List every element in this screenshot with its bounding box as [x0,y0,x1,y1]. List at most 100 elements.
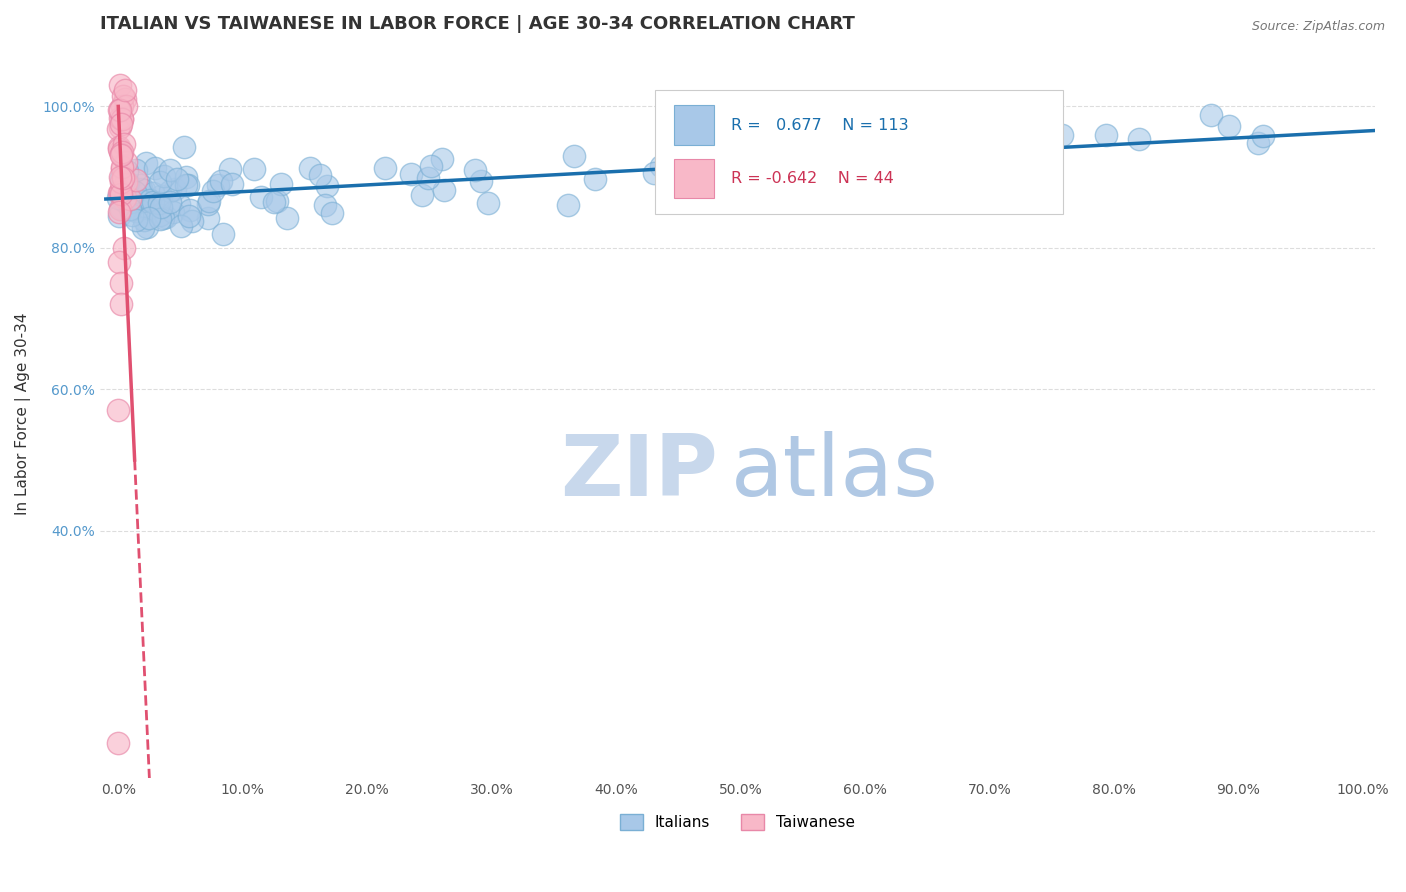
Point [129,182,152,196]
Point [107,736,129,750]
Point [108,112,131,126]
Point [181,214,204,228]
Point [420,159,443,173]
Point [132,220,155,235]
Point [114,99,136,113]
Text: R = -0.642    N = 44: R = -0.642 N = 44 [731,170,894,186]
FancyBboxPatch shape [673,159,714,198]
Point [1128,132,1150,146]
Point [131,194,153,209]
Legend: Italians, Taiwanese: Italians, Taiwanese [614,808,860,836]
Point [124,185,146,199]
Point [316,178,339,193]
Point [155,210,177,224]
Point [650,160,672,174]
Point [1199,108,1222,122]
Point [107,255,129,269]
Point [564,149,586,163]
Point [117,176,139,190]
Point [765,166,787,180]
Point [159,162,181,177]
Point [174,178,197,192]
Point [242,161,264,176]
Point [276,211,298,225]
Point [110,176,132,190]
Point [703,156,725,170]
Point [143,161,166,175]
Point [831,153,853,167]
Point [583,172,606,186]
Point [110,116,132,130]
Y-axis label: In Labor Force | Age 30-34: In Labor Force | Age 30-34 [15,313,31,516]
Point [796,169,818,184]
Point [121,208,143,222]
Point [1095,128,1118,142]
Point [110,297,132,311]
Point [148,208,170,222]
Point [249,190,271,204]
Point [433,183,456,197]
Point [149,212,172,227]
Point [111,99,134,113]
Point [321,206,343,220]
Point [263,195,285,210]
Text: atlas: atlas [731,431,939,514]
FancyBboxPatch shape [655,90,1063,214]
Point [118,192,141,206]
Point [120,202,142,216]
Point [110,170,132,185]
Point [179,203,201,218]
Point [668,134,690,148]
Point [112,170,135,185]
Point [115,175,138,189]
Point [125,173,148,187]
Point [110,148,132,162]
Point [118,182,141,196]
Point [1218,119,1240,133]
Point [142,195,165,210]
Point [107,403,129,417]
Point [114,192,136,206]
Point [742,118,765,132]
Point [111,145,134,160]
Point [108,78,131,93]
Point [219,161,242,176]
Point [298,161,321,176]
Point [197,196,219,211]
Point [107,186,129,200]
Point [110,201,132,215]
Text: R =   0.677    N = 113: R = 0.677 N = 113 [731,118,908,133]
Point [136,201,159,215]
Point [159,195,181,210]
Point [107,103,129,117]
Point [432,152,454,166]
Point [309,168,332,182]
Point [695,150,717,164]
Point [108,202,131,216]
Point [110,147,132,161]
Point [108,103,131,117]
Point [170,219,193,233]
Point [139,193,162,207]
Point [174,170,197,185]
Point [107,121,129,136]
Point [557,198,579,212]
Point [111,169,134,184]
Point [107,191,129,205]
Point [135,156,157,170]
Point [221,178,243,192]
Point [823,161,845,175]
Point [107,205,129,219]
Point [159,185,181,199]
Point [401,167,423,181]
Point [115,178,138,192]
Point [176,178,198,192]
Point [110,186,132,201]
Point [108,140,131,154]
Point [108,185,131,199]
Point [115,175,138,189]
Point [148,175,170,189]
Point [374,161,396,176]
Point [167,197,190,211]
Point [114,92,136,106]
